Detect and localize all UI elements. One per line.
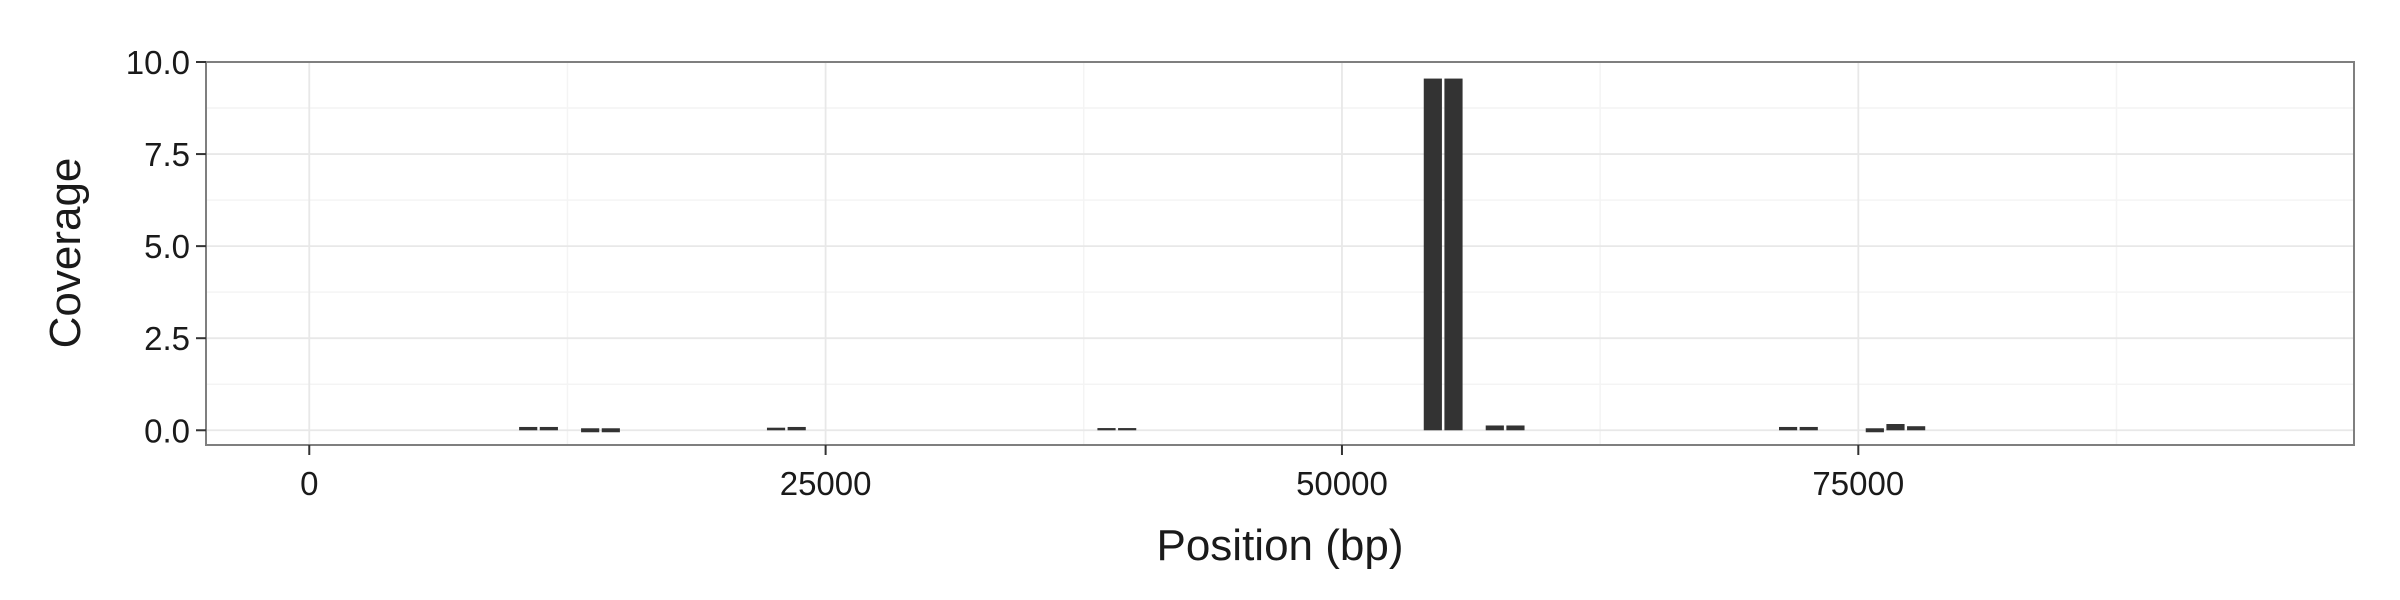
plot-panel-border bbox=[205, 61, 2355, 446]
y-tick-label: 0.0 bbox=[144, 412, 190, 449]
coverage-bar bbox=[1865, 428, 1884, 433]
coverage-bar bbox=[539, 426, 558, 431]
y-tick-label: 7.5 bbox=[144, 136, 190, 173]
coverage-bar bbox=[787, 426, 806, 431]
coverage-bar bbox=[1423, 78, 1442, 431]
x-tick-label: 25000 bbox=[780, 465, 872, 502]
y-tick-label: 5.0 bbox=[144, 228, 190, 265]
major-gridlines bbox=[206, 61, 2354, 445]
coverage-bar bbox=[1506, 425, 1525, 431]
x-axis-title: Position (bp) bbox=[1156, 521, 1403, 570]
coverage-bar bbox=[1799, 426, 1818, 431]
x-tick-label: 75000 bbox=[1812, 465, 1904, 502]
y-axis: 0.0 2.5 5.0 7.5 10.0 bbox=[126, 44, 206, 449]
coverage-bar bbox=[1907, 426, 1926, 431]
coverage-bar bbox=[581, 428, 600, 433]
y-tick-label: 10.0 bbox=[126, 44, 190, 81]
coverage-bar bbox=[1886, 424, 1905, 431]
coverage-bars bbox=[519, 78, 1926, 433]
coverage-bar bbox=[1097, 428, 1116, 431]
minor-gridlines bbox=[206, 62, 2354, 445]
coverage-bar bbox=[1118, 428, 1137, 431]
coverage-bar bbox=[519, 426, 538, 431]
x-tick-label: 50000 bbox=[1296, 465, 1388, 502]
coverage-bar bbox=[766, 427, 786, 431]
coverage-bar bbox=[1485, 425, 1504, 431]
x-axis: 0 25000 50000 75000 bbox=[300, 445, 1904, 502]
coverage-bar bbox=[601, 428, 620, 433]
y-axis-title: Coverage bbox=[41, 158, 90, 349]
y-tick-label: 2.5 bbox=[144, 320, 190, 357]
coverage-bar bbox=[1778, 426, 1798, 431]
coverage-bar bbox=[1444, 78, 1463, 431]
x-tick-label: 0 bbox=[300, 465, 318, 502]
